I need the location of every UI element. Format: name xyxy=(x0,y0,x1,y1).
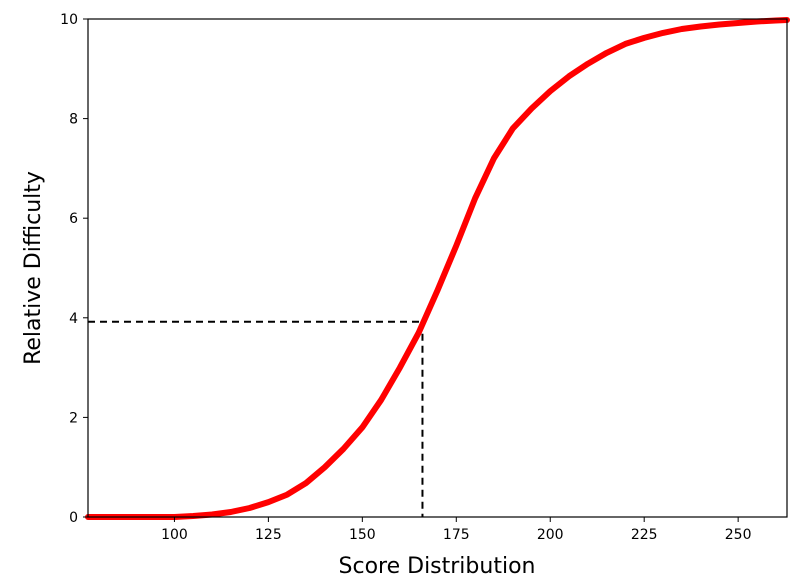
x-tick-label: 250 xyxy=(725,527,752,543)
y-tick-label: 10 xyxy=(60,12,78,28)
y-tick-label: 0 xyxy=(69,510,78,526)
x-tick-label: 175 xyxy=(443,527,470,543)
y-tick-label: 8 xyxy=(69,112,78,128)
series-layer xyxy=(85,17,790,520)
x-tick-label: 125 xyxy=(255,527,282,543)
y-tick-label: 6 xyxy=(69,211,78,227)
y-axis: 0 2 4 6 8 10 xyxy=(60,12,88,526)
series-line xyxy=(85,17,790,520)
x-axis: 100 125 150 175 200 225 250 xyxy=(161,517,752,543)
y-axis-title: Relative Difficulty xyxy=(21,171,46,365)
x-axis-title: Score Distribution xyxy=(339,554,536,579)
x-tick-label: 200 xyxy=(537,527,564,543)
x-tick-label: 100 xyxy=(161,527,188,543)
y-tick-label: 4 xyxy=(69,311,78,327)
y-tick-label: 2 xyxy=(69,410,78,426)
x-tick-label: 150 xyxy=(349,527,376,543)
plot-frame xyxy=(87,18,788,518)
x-tick-label: 225 xyxy=(631,527,658,543)
reference-lines xyxy=(88,320,424,517)
